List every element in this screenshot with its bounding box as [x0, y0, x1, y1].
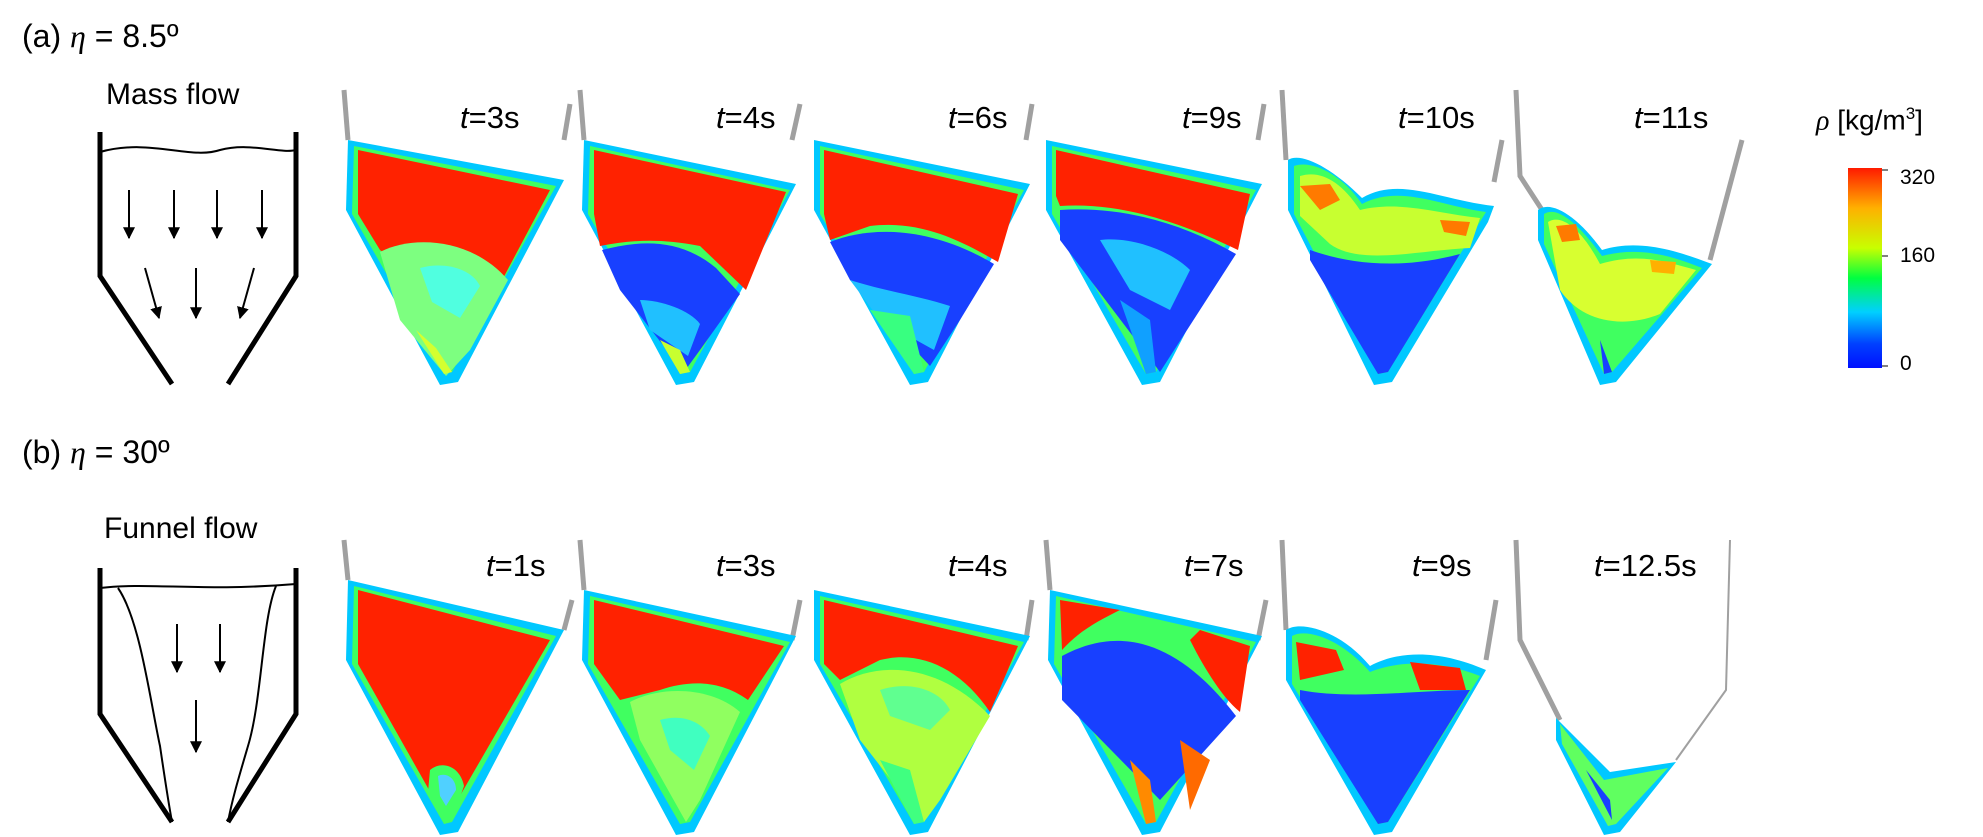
time-label: t=3s	[460, 100, 520, 135]
density-unit-exp: 3	[1905, 104, 1916, 123]
hopper-panel	[577, 89, 803, 385]
colorbar-gradient	[1848, 168, 1882, 368]
row-a-prefix: (a)	[22, 18, 70, 54]
colorbar-tick-min: 0	[1900, 352, 1912, 375]
row-b-eta: η	[70, 434, 86, 470]
hopper-panel	[1279, 89, 1505, 385]
time-label: t=4s	[948, 548, 1008, 583]
row-a-eta: η	[70, 18, 86, 54]
hopper-panel	[1513, 539, 1731, 835]
hopper-panel	[814, 103, 1035, 385]
mass-flow-label: Mass flow	[106, 78, 240, 111]
hopper-panel	[341, 539, 575, 835]
colorbar-tick-mid: 160	[1900, 244, 1936, 267]
hopper-panel	[1513, 89, 1745, 385]
time-label: t=10s	[1398, 100, 1475, 135]
density-unit: [kg/m	[1829, 104, 1906, 136]
row-b-prefix: (b)	[22, 434, 70, 470]
time-label: t=11s	[1634, 100, 1709, 135]
hopper-panel	[814, 590, 1035, 835]
time-label: t=9s	[1182, 100, 1242, 135]
mass-flow-schematic	[97, 132, 299, 386]
row-a-suffix: = 8.5º	[85, 18, 179, 54]
time-label: t=9s	[1412, 548, 1472, 583]
hopper-panel	[577, 539, 803, 835]
time-label: t=4s	[716, 100, 776, 135]
time-label: t=12.5s	[1594, 548, 1697, 583]
time-label: t=7s	[1184, 548, 1244, 583]
colorbar-title: ρ [kg/m3]	[1816, 104, 1923, 137]
funnel-flow-label: Funnel flow	[104, 512, 258, 545]
row-b-label: (b) η = 30º	[22, 434, 170, 471]
density-symbol: ρ	[1816, 105, 1830, 137]
funnel-flow-schematic	[97, 568, 299, 824]
hopper-panel	[1043, 539, 1269, 835]
hopper-panel	[1279, 539, 1499, 835]
colorbar-tick-max: 320	[1900, 166, 1936, 189]
hopper-panel	[1046, 103, 1267, 385]
hopper-panel	[341, 89, 573, 385]
time-label: t=3s	[716, 548, 776, 583]
time-label: t=1s	[486, 548, 546, 583]
density-unit-close: ]	[1915, 104, 1923, 136]
row-b-suffix: = 30º	[85, 434, 170, 470]
time-label: t=6s	[948, 100, 1008, 135]
row-a-label: (a) η = 8.5º	[22, 18, 179, 55]
